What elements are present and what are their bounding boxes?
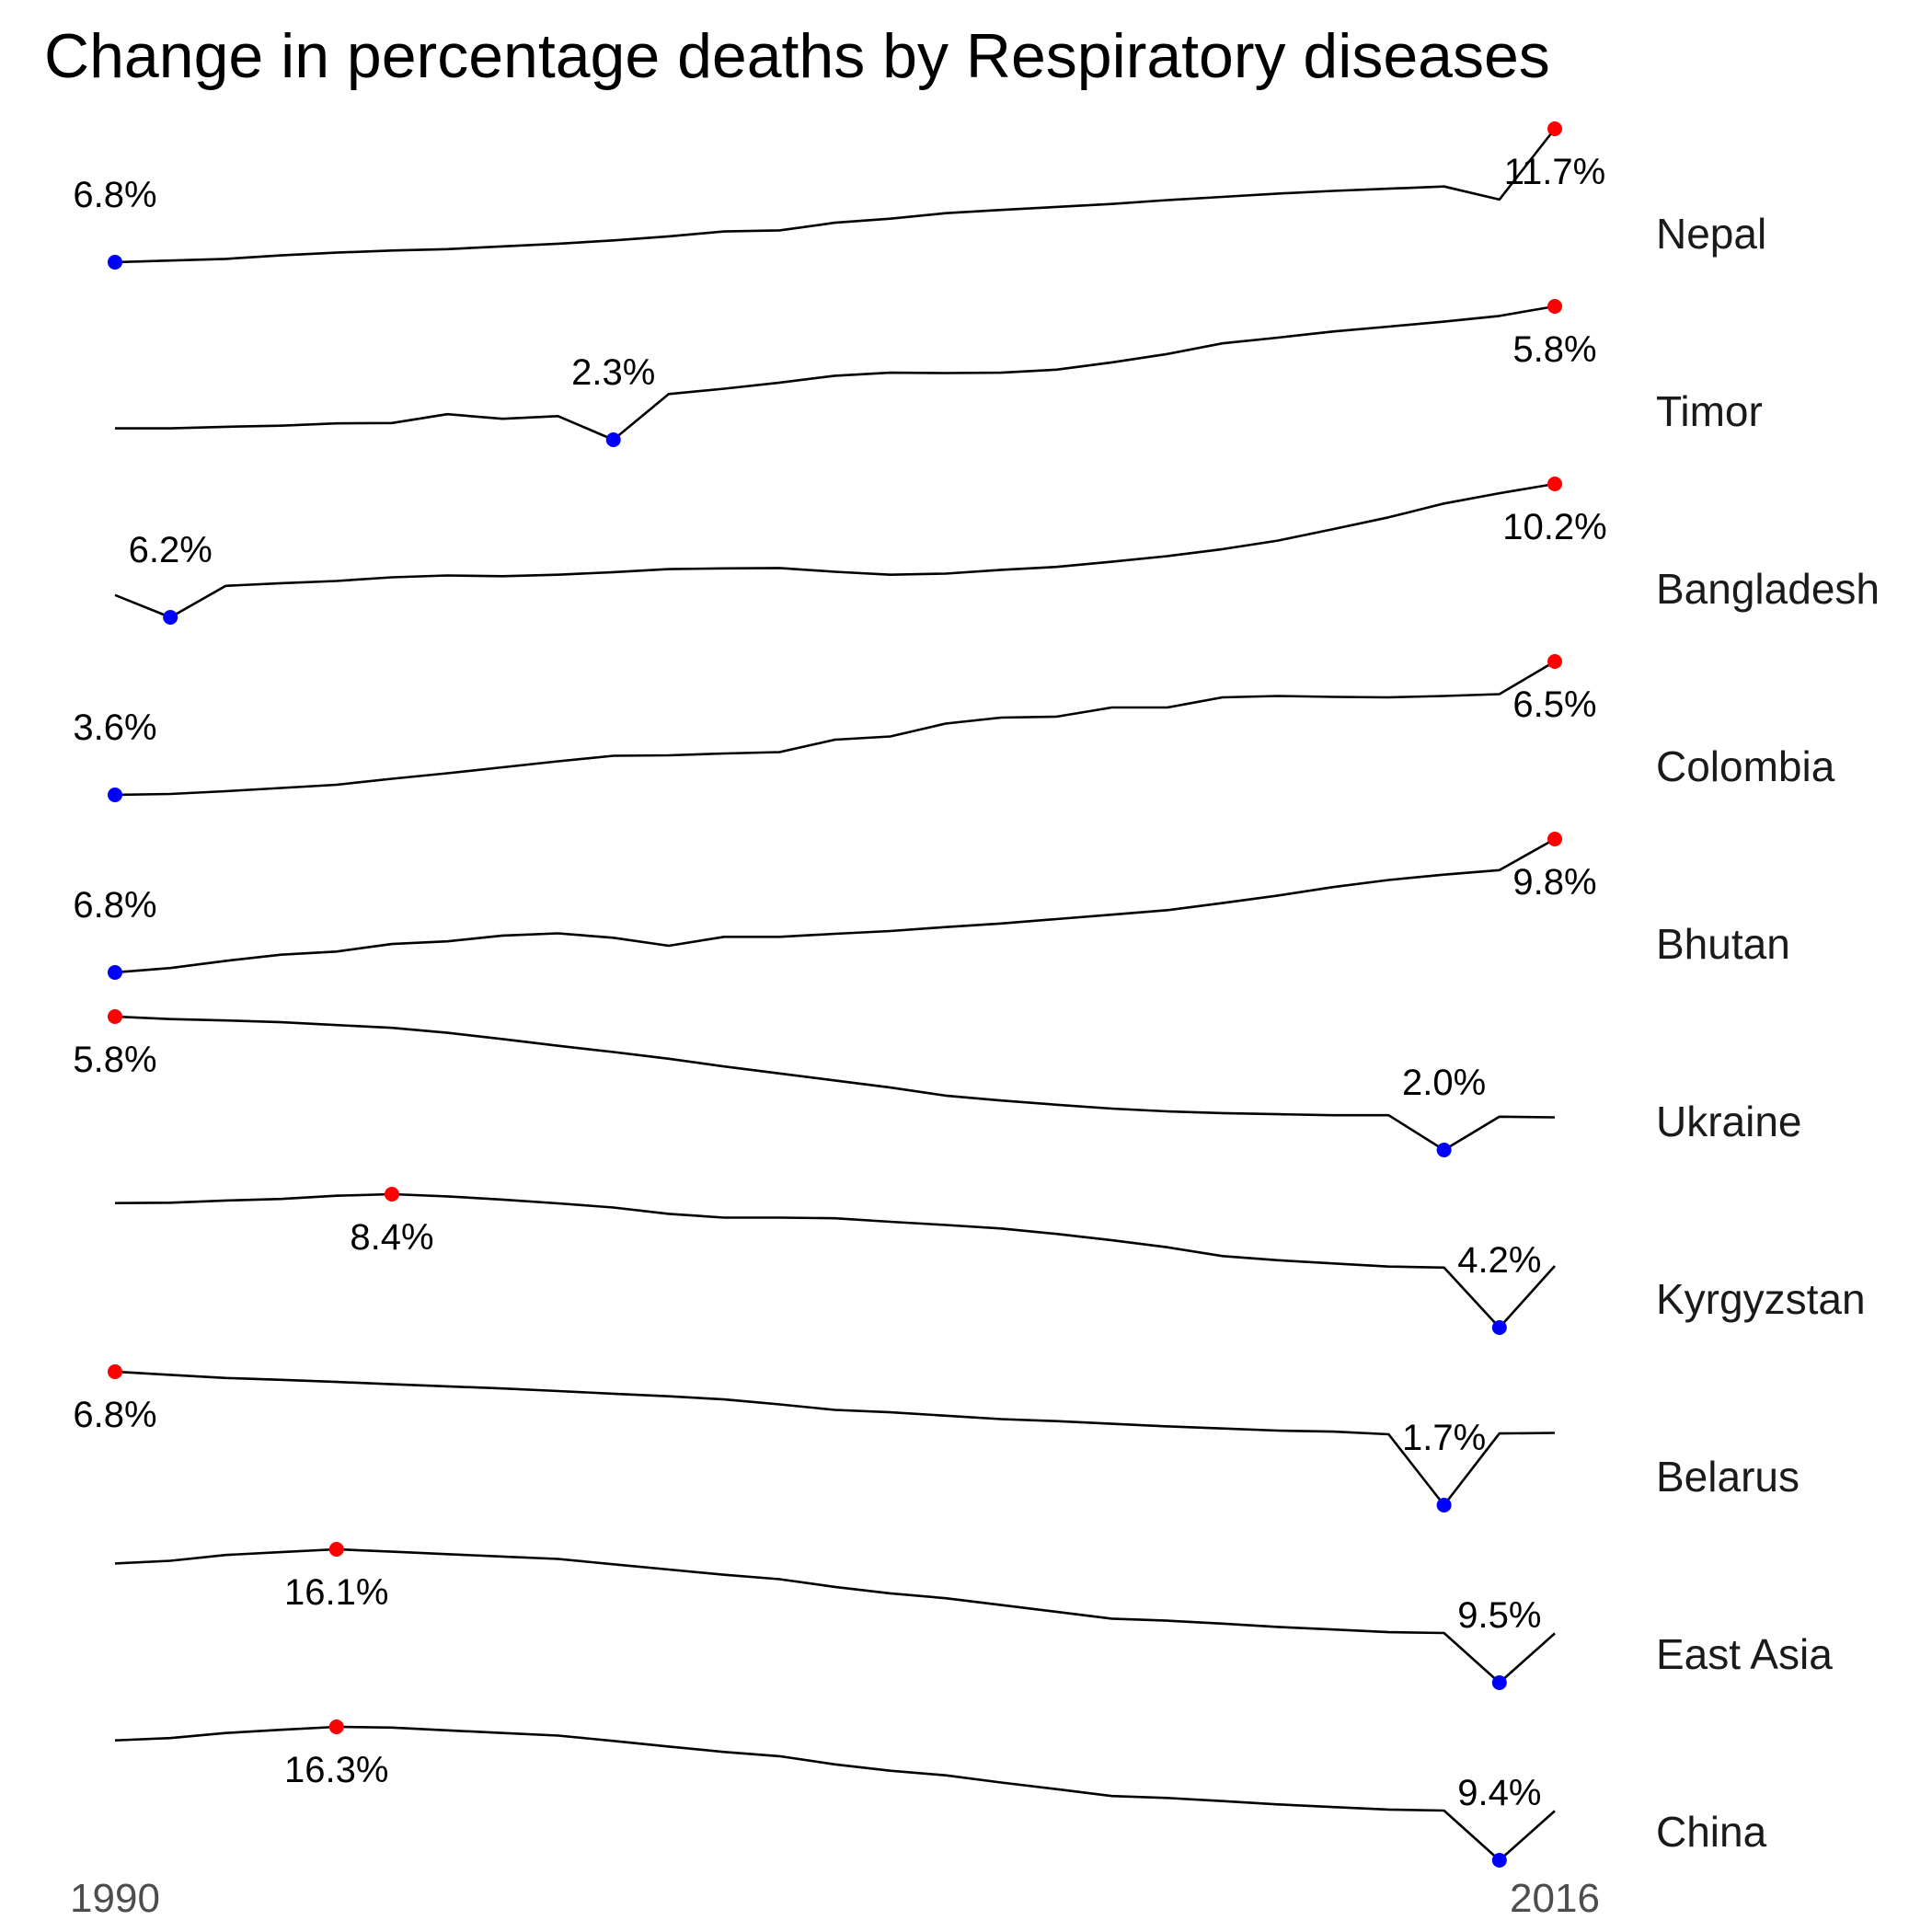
series-line-east-asia (114, 1547, 1556, 1685)
country-label-nepal: Nepal (1656, 210, 1766, 258)
country-label-timor: Timor (1656, 387, 1763, 435)
max-point-belarus (108, 1364, 122, 1379)
country-label-colombia: Colombia (1656, 742, 1835, 790)
min-point-east-asia (1491, 1675, 1507, 1690)
min-point-ukraine (1436, 1143, 1452, 1157)
min-label-ukraine: 2.0% (1402, 1063, 1486, 1103)
series-line-colombia (114, 660, 1556, 797)
series-kyrgyzstan: 8.4% 4.2% Kyrgyzstan (114, 1187, 1866, 1335)
min-point-timor (605, 432, 621, 447)
max-point-china (328, 1719, 344, 1734)
max-label-belarus: 6.8% (73, 1395, 156, 1435)
max-label-bhutan: 9.8% (1512, 862, 1596, 903)
min-point-china (1491, 1853, 1507, 1868)
min-label-timor: 2.3% (571, 352, 655, 393)
series-bhutan: 9.8% 6.8% Bhutan (73, 832, 1790, 980)
series-line-belarus (114, 1370, 1556, 1507)
min-point-kyrgyzstan (1491, 1320, 1507, 1335)
country-label-ukraine: Ukraine (1656, 1098, 1802, 1145)
max-label-bangladesh: 10.2% (1502, 507, 1606, 547)
country-label-belarus: Belarus (1656, 1453, 1800, 1501)
max-point-bangladesh (1547, 477, 1562, 491)
max-point-bhutan (1547, 832, 1562, 846)
chart-title: Change in percentage deaths by Respirato… (44, 21, 1550, 91)
max-label-timor: 5.8% (1512, 329, 1596, 370)
country-label-bangladesh: Bangladesh (1656, 565, 1880, 613)
series-line-kyrgyzstan (114, 1192, 1556, 1329)
country-label-bhutan: Bhutan (1656, 920, 1790, 968)
country-label-kyrgyzstan: Kyrgyzstan (1656, 1275, 1866, 1323)
series-line-nepal (114, 128, 1557, 264)
country-label-china: China (1656, 1808, 1767, 1856)
max-point-timor (1547, 299, 1562, 314)
series-timor: 5.8% 2.3% Timor (115, 299, 1763, 447)
series-belarus: 6.8% 1.7% Belarus (73, 1364, 1800, 1512)
max-label-nepal: 11.7% (1504, 152, 1605, 192)
max-label-east-asia: 16.1% (284, 1572, 388, 1613)
series-bangladesh: 10.2% 6.2% Bangladesh (114, 477, 1880, 625)
max-label-colombia: 6.5% (1512, 684, 1596, 725)
max-point-ukraine (108, 1009, 122, 1024)
series-line-timor (115, 305, 1556, 442)
country-label-east-asia: East Asia (1656, 1630, 1833, 1678)
min-label-belarus: 1.7% (1402, 1418, 1486, 1458)
min-point-colombia (108, 788, 122, 802)
series-ukraine: 5.8% 2.0% Ukraine (73, 1009, 1802, 1157)
min-label-east-asia: 9.5% (1457, 1595, 1541, 1636)
max-label-ukraine: 5.8% (73, 1040, 156, 1080)
series-east-asia: 16.1% 9.5% East Asia (114, 1542, 1833, 1690)
min-label-bhutan: 6.8% (73, 885, 156, 926)
max-point-kyrgyzstan (384, 1187, 399, 1202)
min-point-bangladesh (163, 610, 178, 625)
series-nepal: 11.7% 6.8% Nepal (73, 121, 1766, 270)
x-axis-start-label: 1990 (70, 1876, 160, 1921)
x-axis-end-label: 2016 (1510, 1876, 1600, 1921)
max-label-china: 16.3% (284, 1750, 388, 1790)
max-point-east-asia (328, 1542, 344, 1557)
min-label-colombia: 3.6% (73, 707, 156, 748)
max-point-nepal (1547, 121, 1562, 136)
min-label-kyrgyzstan: 4.2% (1457, 1240, 1541, 1281)
min-label-nepal: 6.8% (73, 175, 156, 215)
series-line-china (114, 1725, 1556, 1862)
max-point-colombia (1547, 654, 1562, 669)
series-colombia: 6.5% 3.6% Colombia (73, 654, 1835, 802)
series-china: 16.3% 9.4% China (114, 1719, 1767, 1868)
min-point-nepal (108, 255, 122, 270)
min-point-belarus (1436, 1498, 1452, 1512)
series-line-bhutan (114, 837, 1556, 974)
max-label-kyrgyzstan: 8.4% (350, 1217, 433, 1258)
series-line-ukraine (114, 1015, 1556, 1152)
min-label-bangladesh: 6.2% (129, 530, 213, 570)
min-point-bhutan (108, 965, 122, 980)
min-label-china: 9.4% (1457, 1773, 1541, 1813)
series-line-bangladesh (114, 482, 1556, 619)
